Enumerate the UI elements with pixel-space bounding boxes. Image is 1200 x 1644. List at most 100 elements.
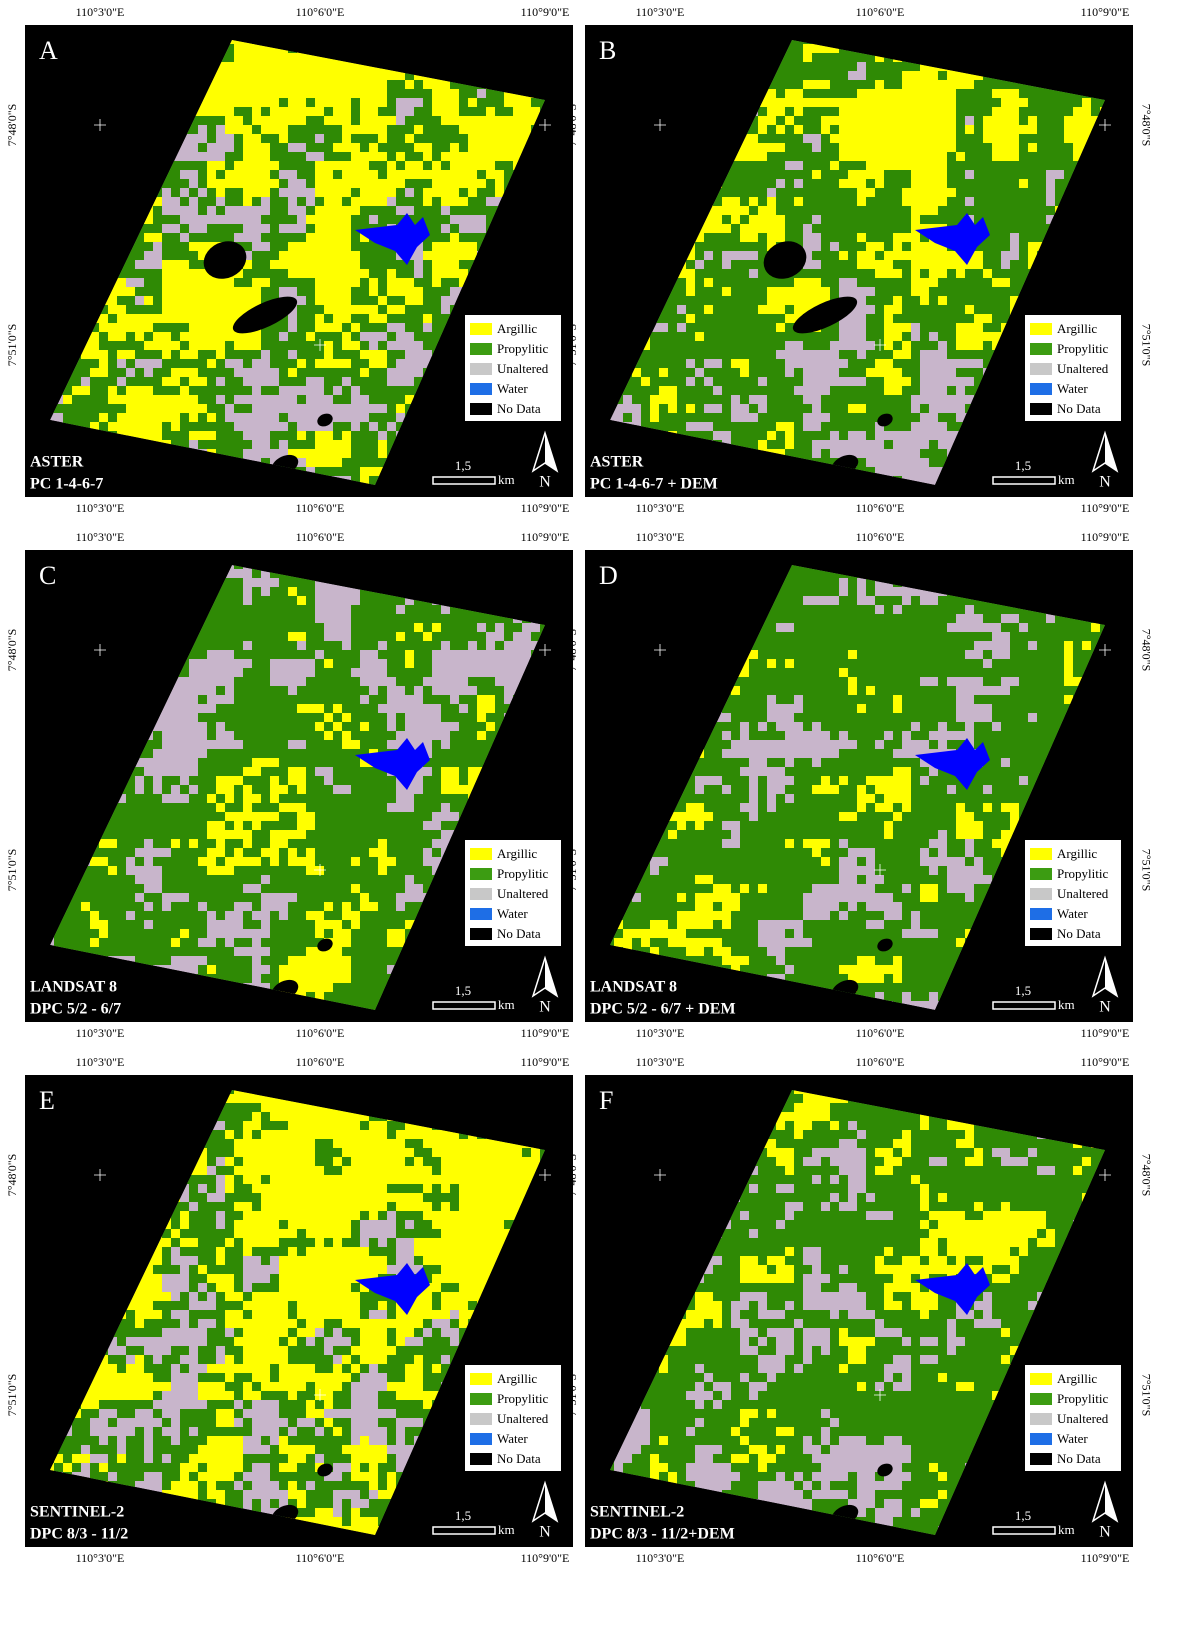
map-cell [929,179,938,188]
map-cell [875,278,884,287]
map-cell [225,314,234,323]
map-cell [126,350,135,359]
map-cell [956,278,965,287]
map-cell [812,107,821,116]
map-cell [893,98,902,107]
map-cell [333,134,342,143]
map-cell [441,152,450,161]
map-cell [306,125,315,134]
map-cell [189,161,198,170]
map-cell [1037,107,1046,116]
map-cell [884,152,893,161]
map-cell [893,170,902,179]
map-cell [234,578,243,587]
map-cell [468,206,477,215]
map-cell [848,413,857,422]
map-cell [189,332,198,341]
map-cell [378,386,387,395]
map-cell [441,116,450,125]
map-cell [432,314,441,323]
map-cell [938,143,947,152]
map-cell [884,278,893,287]
map-cell [767,125,776,134]
map-cell [830,413,839,422]
map-cell [216,296,225,305]
map-cell [983,179,992,188]
map-cell [758,233,767,242]
map-cell [288,62,297,71]
map-cell [324,314,333,323]
map-cell [920,323,929,332]
map-cell [884,161,893,170]
map-cell [315,143,324,152]
map-cell [360,98,369,107]
map-cell [243,287,252,296]
map-cell [794,188,803,197]
map-cell [839,53,848,62]
map-cell [875,89,884,98]
map-cell [1055,188,1064,197]
map-cell [306,98,315,107]
map-cell [695,404,704,413]
map-cell [740,197,749,206]
map-cell [234,116,243,125]
map-cell [983,350,992,359]
map-cell [803,116,812,125]
map-cell [722,215,731,224]
map-cell [821,260,830,269]
map-cell [324,278,333,287]
map-cell [387,260,396,269]
map-cell [234,224,243,233]
map-cell [252,296,261,305]
map-cell [207,431,216,440]
map-cell [1055,152,1064,161]
map-cell [126,314,135,323]
map-cell [360,89,369,98]
map-cell [378,260,387,269]
map-cell [875,287,884,296]
map-cell [875,224,884,233]
map-cell [965,269,974,278]
map-cell [731,179,740,188]
map-cell [866,80,875,89]
map-cell [740,215,749,224]
map-cell [857,269,866,278]
map-cell [279,152,288,161]
map-cell [171,251,180,260]
map-cell [486,98,495,107]
map-cell [360,116,369,125]
map-cell [965,80,974,89]
map-cell [153,206,162,215]
map-cell [477,170,486,179]
map-cell [983,161,992,170]
map-cell [857,125,866,134]
map-cell [99,377,108,386]
map-cell [659,359,668,368]
map-cell [947,134,956,143]
map-cell [441,179,450,188]
map-cell [875,368,884,377]
map-cell [333,260,342,269]
map-cell [153,386,162,395]
map-cell [848,206,857,215]
map-cell [423,188,432,197]
map-cell [252,134,261,143]
map-cell [450,260,459,269]
map-cell [911,377,920,386]
map-cell [1019,215,1028,224]
sensor-label: ASTER [590,454,644,471]
map-cell [423,269,432,278]
map-cell [207,350,216,359]
map-cell [180,422,189,431]
map-cell [207,368,216,377]
map-cell [785,98,794,107]
map-cell [207,287,216,296]
map-cell [785,440,794,449]
map-cell [396,170,405,179]
map-cell [171,296,180,305]
map-cell [441,188,450,197]
map-cell [785,296,794,305]
map-cell [1028,233,1037,242]
map-cell [261,188,270,197]
map-cell [830,215,839,224]
